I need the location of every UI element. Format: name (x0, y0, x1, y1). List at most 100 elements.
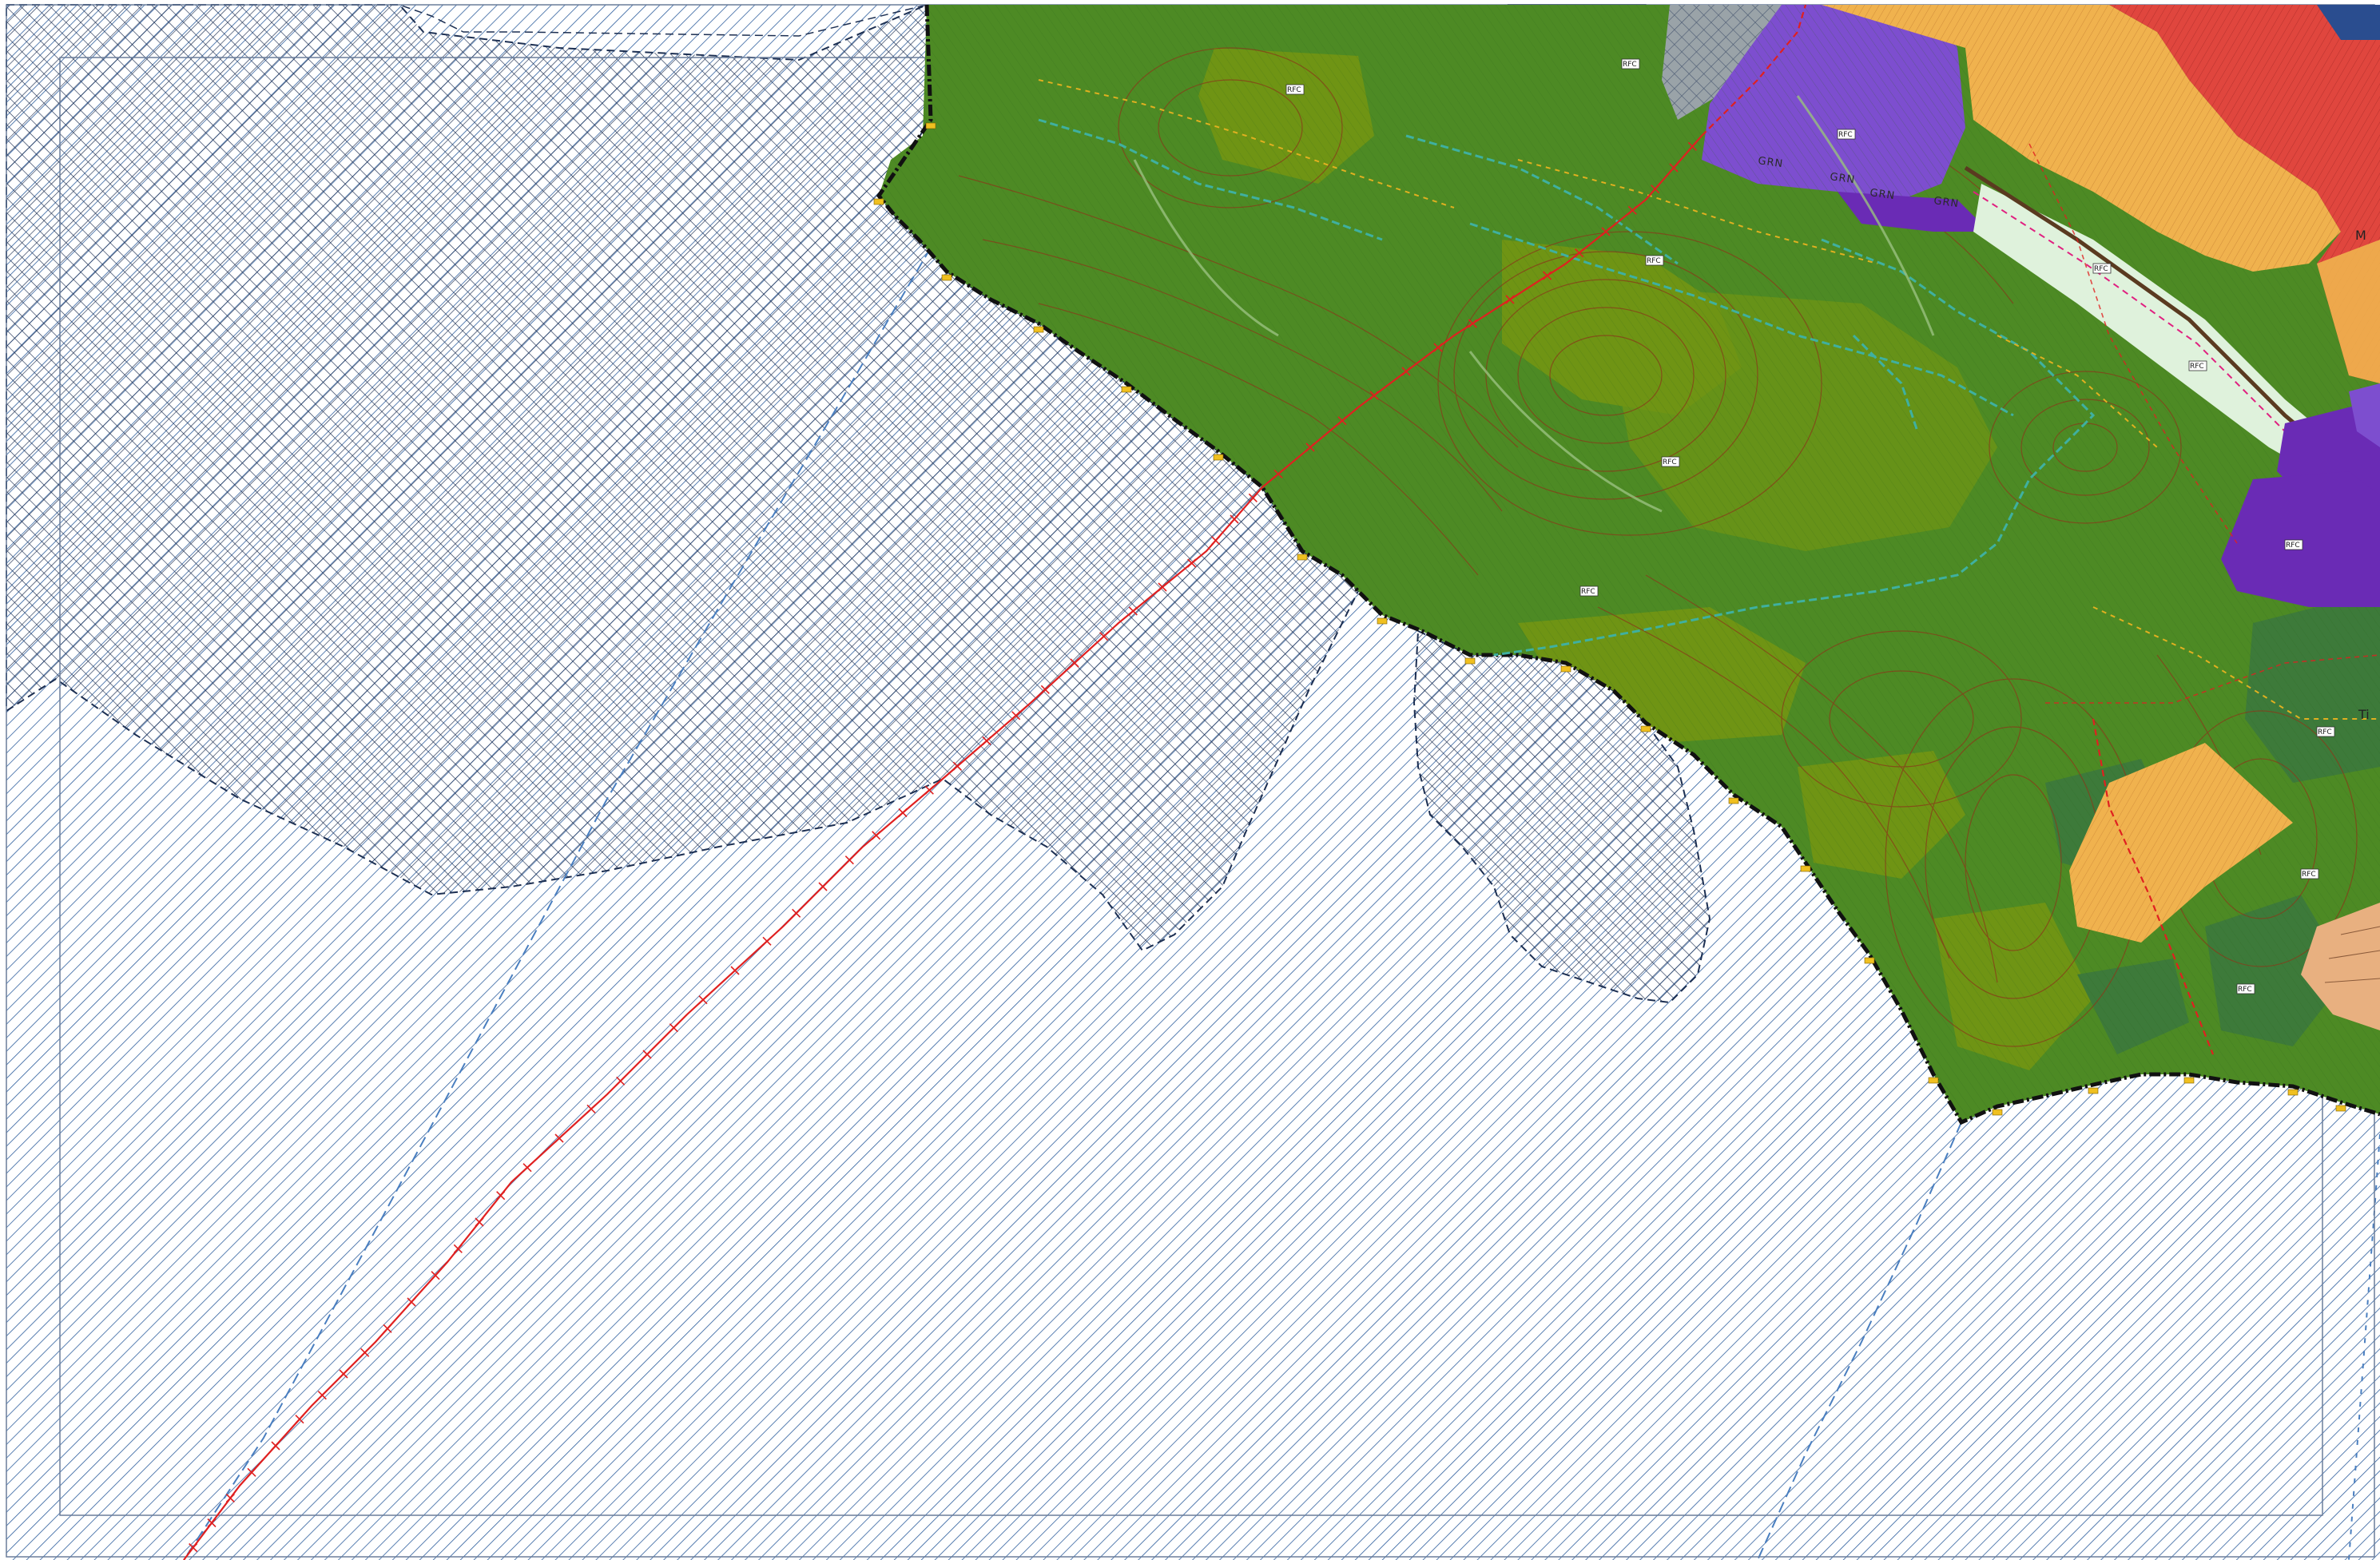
boundary-marker (925, 122, 936, 129)
parcel-tag: RFC (1579, 585, 1599, 597)
boundary-marker (2287, 1089, 2299, 1096)
route-tick (762, 936, 772, 946)
boundary-marker (1377, 617, 1388, 625)
svg-text:RFC: RFC (1623, 61, 1637, 69)
boundary-marker (1728, 797, 1739, 804)
boundary-marker (1121, 386, 1132, 393)
route-tick (1187, 558, 1197, 568)
svg-text:RFC: RFC (1647, 257, 1661, 265)
svg-text:RFC: RFC (1581, 588, 1595, 596)
route-tick (383, 1324, 392, 1333)
svg-text:RFC: RFC (2286, 542, 2300, 550)
boundary-marker (1297, 554, 1308, 561)
boundary-marker (1213, 454, 1224, 461)
route-tick (982, 736, 991, 746)
route-tick (1401, 367, 1411, 376)
route-tick (1468, 319, 1477, 328)
route-tick (792, 908, 801, 918)
route-tick (924, 785, 934, 795)
route-tick (1128, 606, 1138, 616)
parcel-tag: RFC (1645, 255, 1664, 266)
route-tick (1575, 248, 1584, 258)
route-tick (586, 1104, 596, 1113)
boundary-marker (1033, 326, 1044, 333)
route-tick (1305, 443, 1315, 452)
boundary-marker (2088, 1087, 2099, 1094)
route-tick (1273, 469, 1283, 478)
route-tick (522, 1163, 532, 1173)
svg-text:RFC: RFC (2302, 871, 2316, 879)
route-tick (1011, 711, 1021, 720)
edge-label-ti: Ti (2358, 707, 2370, 722)
boundary-marker (1928, 1077, 1939, 1084)
svg-text:RFC: RFC (1663, 458, 1677, 466)
route-tick (642, 1050, 652, 1059)
boundary-marker (2335, 1105, 2346, 1112)
parcel-tag: RFC (2236, 983, 2255, 994)
parcel-tag: RFC (1285, 84, 1305, 95)
streams (1038, 118, 2096, 657)
route-tick (407, 1297, 416, 1307)
route-tick (669, 1023, 678, 1033)
route-tick (1158, 582, 1167, 592)
boundary-marker (1992, 1109, 2003, 1116)
parcel-tags: RFC RFC RFC RFC RFC RFC RFC RFC RFC RFC … (1285, 58, 2335, 994)
route-tick (1248, 493, 1258, 502)
boundary-markers (873, 122, 2346, 1116)
boundary-marker (873, 198, 884, 205)
boundary-marker (1800, 865, 1811, 872)
svg-text:RFC: RFC (2094, 265, 2108, 273)
route-tick (872, 831, 881, 840)
road-labels: GRN GRN GRN GRN M Ti (1757, 155, 2369, 722)
route-tick (1505, 295, 1515, 304)
road-label-4: GRN (1933, 195, 1960, 210)
route-tick (1543, 271, 1552, 280)
forest-boundary (876, 4, 2380, 1125)
route-tick (247, 1467, 256, 1477)
transmission-line (183, 4, 2380, 1560)
road-label-2: GRN (1829, 171, 1856, 186)
route-tick (952, 761, 962, 771)
svg-text:RFC: RFC (2238, 986, 2252, 994)
boundary-marker (1464, 657, 1476, 665)
route-tick (1337, 416, 1347, 426)
route-tick (844, 855, 854, 865)
route-tick (1040, 685, 1050, 694)
route-tick (475, 1217, 484, 1227)
route-tick (1070, 658, 1079, 668)
parcel-tag: RFC (1621, 58, 1640, 69)
route-tick (295, 1415, 304, 1424)
parcel-tag: RFC (2188, 360, 2207, 371)
boundary-marker (1864, 957, 1875, 964)
route-tick (1433, 343, 1443, 352)
route-tick (818, 882, 828, 891)
trails (1038, 79, 2380, 720)
boundary-marker (2183, 1077, 2195, 1084)
route-tick (317, 1391, 327, 1400)
urban-zones (1662, 5, 2380, 607)
svg-text:RFC: RFC (2318, 728, 2332, 736)
orange-parcel (2069, 743, 2380, 1030)
route-tick (207, 1518, 217, 1528)
route-tick (554, 1133, 564, 1143)
edge-label-m: M (2355, 228, 2366, 243)
parcel-tag: RFC (1837, 129, 1856, 140)
route-tick (1687, 141, 1697, 151)
boundary-marker (941, 274, 952, 281)
parcel-tag: RFC (2316, 726, 2335, 737)
route-tick (898, 808, 908, 818)
route-tick (431, 1271, 440, 1280)
road-label-3: GRN (1869, 187, 1896, 202)
road-label-1: GRN (1757, 155, 1784, 170)
svg-text:RFC: RFC (2190, 363, 2204, 371)
boundary-marker (1560, 665, 1571, 673)
route-tick (1669, 163, 1679, 173)
route-tick (453, 1244, 463, 1253)
route-tick (616, 1076, 626, 1086)
forest-paths (1133, 95, 1935, 513)
route-tick (1369, 391, 1379, 400)
route-tick (360, 1348, 370, 1357)
route-tick (1230, 514, 1239, 524)
route-tick (1099, 632, 1109, 641)
